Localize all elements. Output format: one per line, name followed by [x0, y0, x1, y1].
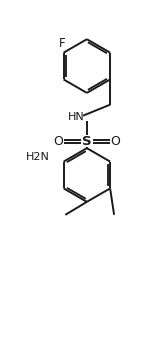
Text: HN: HN: [67, 112, 84, 122]
Text: H2N: H2N: [26, 152, 50, 162]
Text: F: F: [59, 37, 65, 50]
Text: O: O: [53, 135, 63, 148]
Text: S: S: [82, 135, 92, 148]
Text: O: O: [110, 135, 120, 148]
